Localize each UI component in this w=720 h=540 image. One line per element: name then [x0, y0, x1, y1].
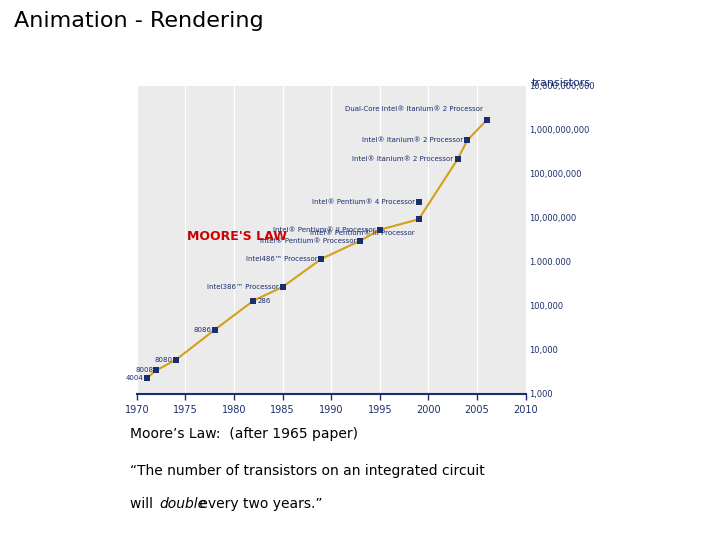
Text: will: will [130, 497, 157, 511]
Text: 8080: 8080 [155, 357, 173, 363]
Text: Intel® Pentium® Processor: Intel® Pentium® Processor [260, 238, 356, 244]
Text: Moore’s Law:  (after 1965 paper): Moore’s Law: (after 1965 paper) [130, 427, 358, 441]
Text: 1,000: 1,000 [529, 390, 553, 399]
Text: transistors: transistors [531, 78, 590, 89]
Text: Intel386™ Processor: Intel386™ Processor [207, 284, 279, 290]
Text: 8086: 8086 [194, 327, 212, 333]
Text: 10,000,000: 10,000,000 [529, 214, 577, 223]
Text: 10,000: 10,000 [529, 346, 558, 355]
Text: 10,000,000,000: 10,000,000,000 [529, 82, 595, 91]
Text: Intel® Pentium® III Processor: Intel® Pentium® III Processor [310, 231, 415, 237]
Text: Animation - Rendering: Animation - Rendering [14, 11, 264, 31]
Text: 1,000,000,000: 1,000,000,000 [529, 126, 590, 135]
Text: double: double [160, 497, 207, 511]
Text: 100,000,000: 100,000,000 [529, 170, 582, 179]
Text: “The number of transistors on an integrated circuit: “The number of transistors on an integra… [130, 464, 485, 478]
Text: 8008: 8008 [135, 367, 153, 373]
Text: Intel486™ Processor: Intel486™ Processor [246, 256, 318, 262]
Text: Intel® Pentium® 4 Processor: Intel® Pentium® 4 Processor [312, 199, 415, 205]
Text: 4004: 4004 [126, 375, 144, 381]
Text: MOORE'S LAW: MOORE'S LAW [187, 230, 287, 244]
Text: 286: 286 [258, 298, 271, 303]
Text: Dual-Core Intel® Itanium® 2 Processor: Dual-Core Intel® Itanium® 2 Processor [345, 106, 482, 112]
Text: every two years.”: every two years.” [195, 497, 323, 511]
Text: Intel® Pentium® II Processor: Intel® Pentium® II Processor [273, 227, 376, 233]
Text: Intel® Itanium® 2 Processor: Intel® Itanium® 2 Processor [362, 137, 463, 144]
Text: 1.000.000: 1.000.000 [529, 258, 571, 267]
Text: Intel® Itanium® 2 Processor: Intel® Itanium® 2 Processor [352, 156, 454, 163]
Text: 100,000: 100,000 [529, 302, 563, 310]
